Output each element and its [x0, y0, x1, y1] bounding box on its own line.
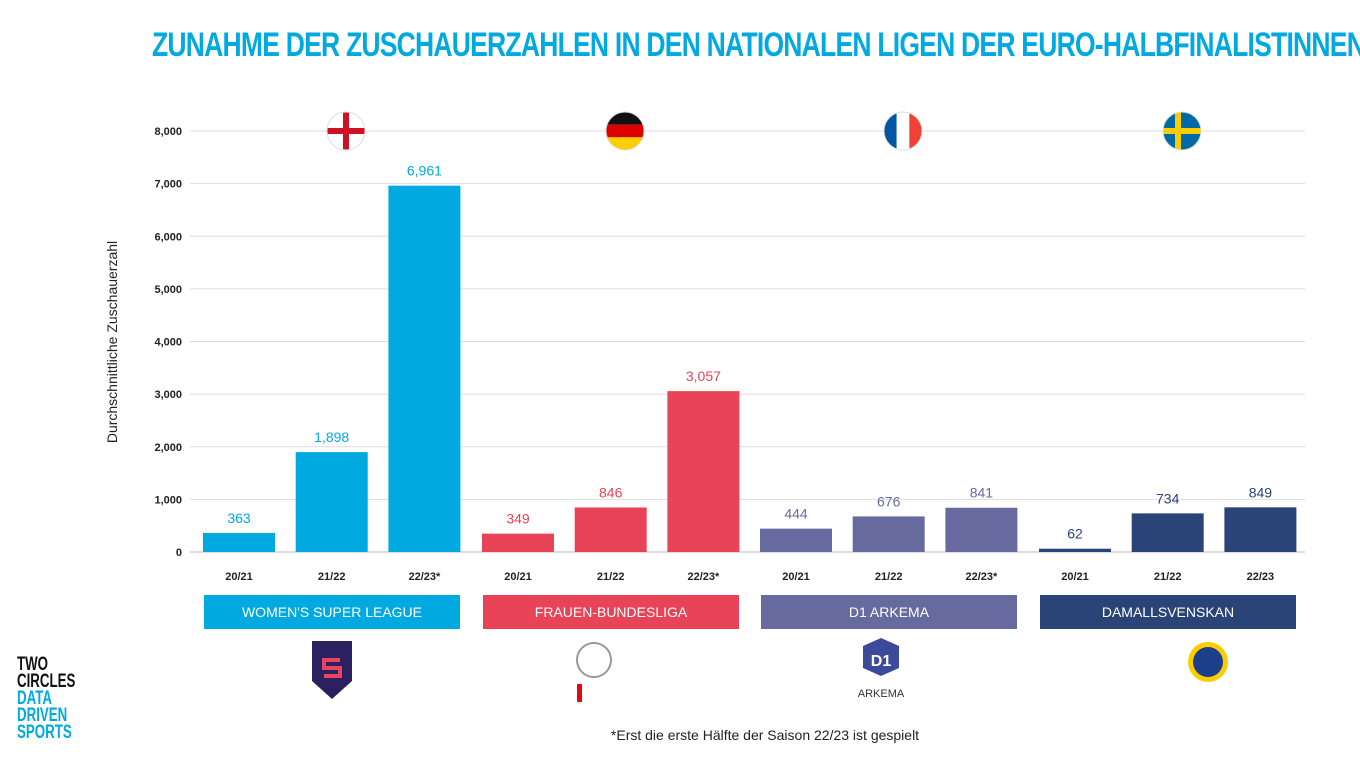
y-tick-label: 0 [176, 547, 182, 559]
league-label: FRAUEN-BUNDESLIGA [483, 595, 739, 629]
league-label: DAMALLSVENSKAN [1040, 595, 1296, 629]
bar [203, 532, 275, 552]
bar [1131, 513, 1204, 552]
x-tick-label: 21/22 [318, 571, 346, 583]
bar [760, 528, 832, 552]
data-label: 734 [1156, 490, 1180, 506]
data-label: 6,961 [407, 163, 442, 179]
d1-logo [863, 638, 899, 676]
d1-logo-text: D1 [871, 653, 892, 670]
fbl-logo [576, 642, 612, 678]
damallsvenskan-logo-inner [1193, 647, 1223, 677]
x-tick-label: 22/23* [687, 571, 720, 583]
x-tick-label: 21/22 [597, 571, 625, 583]
bar [295, 452, 368, 552]
footnote: *Erst die erste Hälfte der Saison 22/23 … [610, 727, 920, 743]
data-label: 363 [227, 510, 251, 526]
x-tick-label: 20/21 [782, 571, 810, 583]
x-tick-label: 21/22 [1154, 571, 1182, 583]
y-tick-label: 6,000 [154, 231, 182, 243]
data-label: 1,898 [314, 429, 349, 445]
league-label: D1 ARKEMA [761, 595, 1017, 629]
y-tick-label: 3,000 [154, 389, 182, 401]
germany-flag-icon [605, 111, 645, 151]
y-tick-label: 2,000 [154, 442, 182, 454]
bar [1224, 507, 1297, 552]
bar [852, 516, 925, 552]
brand-line: DRIVEN [17, 705, 68, 726]
x-tick-label: 22/23 [1247, 571, 1275, 583]
data-label: 841 [970, 485, 994, 501]
x-tick-label: 20/21 [1061, 571, 1089, 583]
y-tick-label: 1,000 [154, 494, 182, 506]
france-flag-icon [883, 111, 923, 151]
sweden-flag-icon [1162, 111, 1202, 151]
data-label: 846 [599, 484, 623, 500]
league-label: WOMEN'S SUPER LEAGUE [204, 595, 460, 629]
y-tick-label: 7,000 [154, 179, 182, 191]
data-label: 62 [1067, 526, 1083, 542]
data-label: 3,057 [686, 368, 721, 384]
bar [574, 507, 647, 552]
data-label: 676 [877, 493, 901, 509]
bar [388, 185, 461, 552]
data-label: 349 [506, 511, 530, 527]
x-tick-label: 20/21 [225, 571, 253, 583]
data-label: 444 [784, 506, 808, 522]
data-label: 849 [1249, 484, 1273, 500]
arkema-logo-text: ARKEMA [858, 688, 905, 700]
y-tick-label: 8,000 [154, 126, 182, 138]
x-tick-label: 21/22 [875, 571, 903, 583]
fbl-logo-f [577, 684, 582, 702]
brand-line: DATA [17, 688, 52, 709]
x-tick-label: 22/23* [408, 571, 441, 583]
bar [482, 533, 554, 552]
brand-line: TWO [17, 654, 49, 675]
brand-line: SPORTS [17, 722, 72, 743]
wsl-logo-mark [322, 658, 342, 678]
x-tick-label: 20/21 [504, 571, 532, 583]
y-tick-label: 4,000 [154, 337, 182, 349]
brand-line: CIRCLES [17, 671, 76, 692]
england-flag-icon [326, 111, 366, 151]
chart-title: ZUNAHME DER ZUSCHAUERZAHLEN IN DEN NATIO… [152, 26, 1360, 64]
bar [667, 391, 740, 552]
x-tick-label: 22/23* [965, 571, 998, 583]
y-tick-label: 5,000 [154, 284, 182, 296]
bar [1039, 548, 1111, 552]
bar [945, 507, 1018, 552]
